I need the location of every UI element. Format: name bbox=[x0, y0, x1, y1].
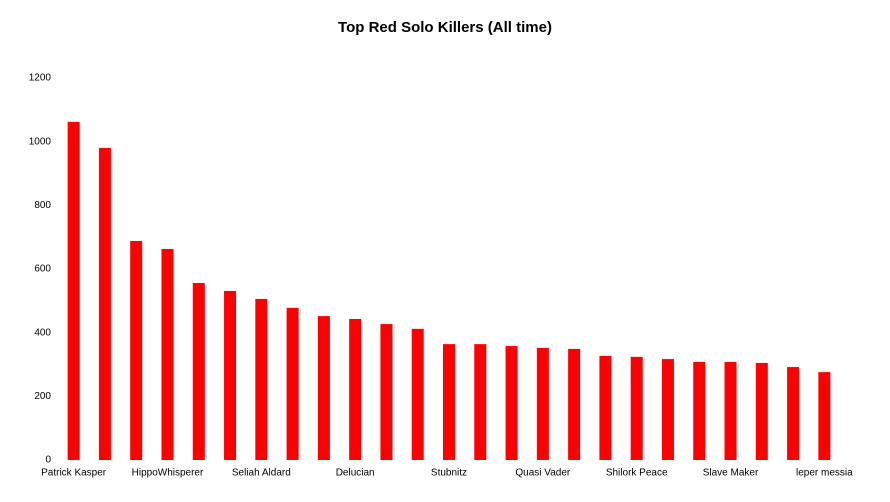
bar bbox=[474, 344, 487, 460]
y-tick-label: 800 bbox=[34, 200, 51, 211]
y-tick-label: 200 bbox=[34, 391, 51, 402]
bar bbox=[536, 347, 549, 460]
bar bbox=[161, 248, 174, 460]
bar bbox=[317, 316, 330, 460]
x-tick-label: Delucian bbox=[336, 468, 375, 479]
bar bbox=[724, 361, 737, 460]
y-tick-label: 400 bbox=[34, 327, 51, 338]
bar bbox=[568, 348, 581, 460]
bar bbox=[224, 290, 237, 460]
bar bbox=[787, 367, 800, 460]
bar bbox=[630, 356, 643, 460]
x-tick-label: Patrick Kasper bbox=[41, 468, 107, 479]
y-tick-label: 1200 bbox=[29, 73, 52, 84]
bar bbox=[505, 346, 518, 460]
x-tick-label: leper messia bbox=[796, 468, 853, 479]
bar bbox=[130, 240, 143, 460]
x-tick-label: Slave Maker bbox=[703, 468, 759, 479]
bar bbox=[693, 361, 706, 460]
bar bbox=[255, 298, 268, 460]
chart-title: Top Red Solo Killers (All time) bbox=[338, 19, 552, 36]
y-tick-label: 600 bbox=[34, 264, 51, 275]
x-tick-label: Quasi Vader bbox=[515, 468, 571, 479]
bar bbox=[818, 372, 831, 460]
bar bbox=[349, 318, 362, 460]
bar bbox=[599, 355, 612, 460]
bar bbox=[286, 307, 299, 460]
bar bbox=[98, 148, 111, 461]
bar bbox=[411, 328, 424, 460]
bar bbox=[443, 344, 455, 460]
y-tick-label: 1000 bbox=[29, 136, 52, 147]
x-tick-label: Stubnitz bbox=[431, 468, 467, 479]
x-tick-label: Seliah Aldard bbox=[232, 468, 291, 479]
x-tick-label: HippoWhisperer bbox=[132, 468, 204, 479]
bar bbox=[67, 121, 80, 461]
bar bbox=[661, 359, 674, 460]
bar bbox=[755, 362, 768, 460]
bar bbox=[192, 283, 205, 460]
y-tick-label: 0 bbox=[45, 455, 51, 466]
bar bbox=[380, 324, 393, 460]
x-tick-label: Shilork Peace bbox=[606, 468, 668, 479]
